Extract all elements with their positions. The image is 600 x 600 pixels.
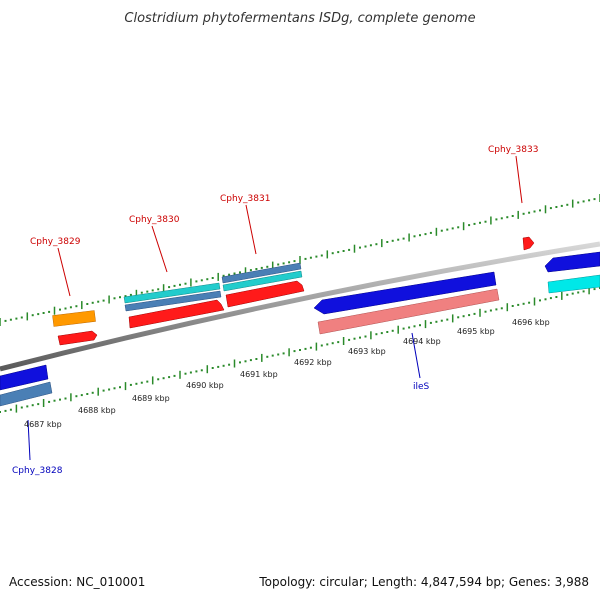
scale-labels: 4687 kbp 4688 kbp 4689 kbp 4690 kbp 4691…	[24, 318, 550, 429]
gene-feature-cyan-2[interactable]	[222, 270, 303, 292]
kbp-label: 4696 kbp	[512, 318, 550, 327]
gene-feature-cphy3830[interactable]	[128, 299, 225, 329]
gene-label-cphy3831[interactable]: Cphy_3831	[220, 194, 270, 204]
kbp-label: 4691 kbp	[240, 370, 278, 379]
genome-summary-text: Topology: circular; Length: 4,847,594 bp…	[258, 575, 589, 589]
leader-cphy3829	[57, 247, 71, 297]
gene-feature-cphy3828[interactable]	[0, 381, 53, 407]
gene-label-cphy3833[interactable]: Cphy_3833	[488, 145, 538, 155]
gene-label-cphy3829[interactable]: Cphy_3829	[30, 237, 81, 247]
kbp-label: 4687 kbp	[24, 420, 62, 429]
inner-tick-row	[0, 286, 600, 413]
kbp-label: 4695 kbp	[457, 327, 495, 336]
accession-text: Accession: NC_010001	[9, 575, 145, 589]
gene-feature-cyan[interactable]	[123, 282, 221, 304]
gene-feature-pink[interactable]	[317, 288, 500, 335]
forward-features	[52, 236, 535, 346]
gene-feature-cphy3829[interactable]	[57, 330, 98, 346]
label-leaders	[27, 155, 523, 461]
gene-labels: Cphy_3829 Cphy_3830 Cphy_3831 Cphy_3833 …	[12, 145, 538, 476]
gene-feature-steelblue-2[interactable]	[221, 262, 302, 284]
reverse-features	[0, 251, 600, 407]
gene-label-cphy3830[interactable]: Cphy_3830	[129, 215, 180, 225]
leader-ileS	[411, 332, 421, 379]
gene-feature-cphy3831[interactable]	[225, 280, 305, 308]
kbp-label: 4690 kbp	[186, 381, 224, 390]
kbp-label: 4688 kbp	[78, 406, 116, 415]
genome-backbone	[0, 241, 600, 372]
leader-cphy3833	[515, 155, 523, 204]
kbp-label: 4693 kbp	[348, 347, 386, 356]
gene-feature-ileS[interactable]	[313, 271, 497, 315]
map-title: Clostridium phytofermentans ISDg, comple…	[124, 11, 475, 26]
gene-feature-steelblue[interactable]	[124, 290, 222, 312]
gene-feature-cphy3833[interactable]	[522, 236, 535, 251]
gene-feature-blue-left[interactable]	[0, 364, 49, 391]
kbp-label: 4692 kbp	[294, 358, 332, 367]
gene-label-ileS[interactable]: ileS	[413, 382, 430, 392]
kbp-label: 4689 kbp	[132, 394, 170, 403]
gene-label-cphy3828[interactable]: Cphy_3828	[12, 466, 63, 476]
leader-cphy3828	[27, 419, 31, 461]
gene-feature-blue-right[interactable]	[544, 251, 600, 273]
kbp-label: 4694 kbp	[403, 337, 441, 346]
leader-cphy3830	[151, 225, 168, 273]
leader-cphy3831	[245, 204, 257, 255]
gene-feature-cyan-right[interactable]	[547, 274, 600, 294]
gene-feature-orange[interactable]	[52, 310, 96, 327]
